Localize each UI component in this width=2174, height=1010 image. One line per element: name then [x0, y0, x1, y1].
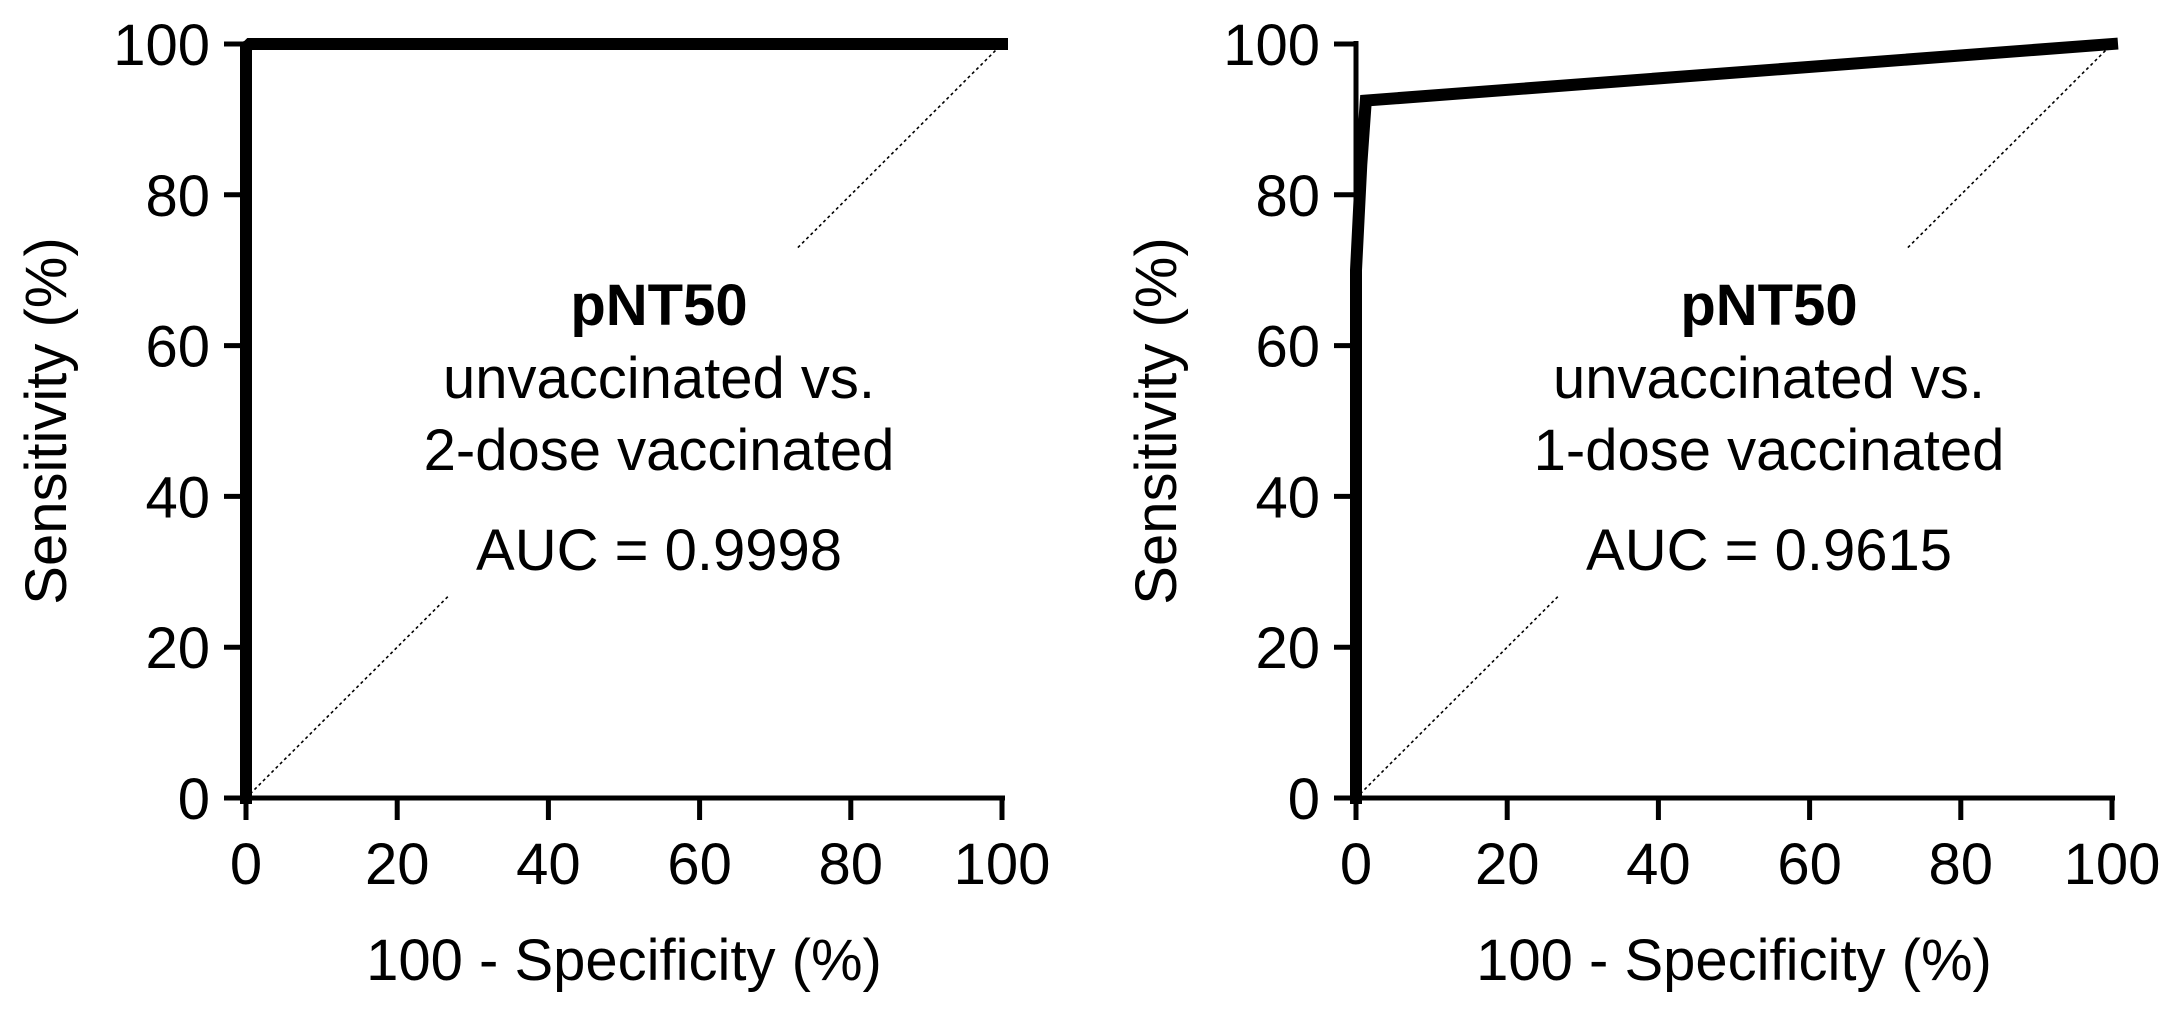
reference-diagonal-line	[245, 596, 449, 799]
x-tick-label: 100	[2064, 832, 2161, 897]
y-tick-label: 40	[145, 465, 210, 530]
y-tick-label: 80	[1255, 164, 1320, 229]
reference-diagonal-line	[797, 43, 1003, 249]
annotation-group-line-1: unvaccinated vs.	[1553, 346, 1985, 411]
roc-panel-2-dose: 0 20 40 60 80 100 0 20 40 60 80 100 100 - Specificit…	[14, 13, 1050, 993]
y-tick-label: 80	[145, 164, 210, 229]
annotation-group-line-2: 1-dose vaccinated	[1534, 418, 2005, 483]
x-tick-label: 100	[954, 832, 1051, 897]
y-tick-label: 40	[1255, 465, 1320, 530]
x-tick-label: 40	[516, 832, 581, 897]
y-axis-title: Sensitivity (%)	[14, 237, 79, 604]
annotation-auc: AUC = 0.9998	[476, 518, 842, 583]
roc-panel-1-dose: 0 20 40 60 80 100 0 20 40 60 80 100 100 - Specificit…	[1124, 13, 2160, 993]
y-tick-label: 100	[1223, 13, 1320, 78]
reference-diagonal-line	[1907, 43, 2113, 249]
x-tick-label: 80	[819, 832, 884, 897]
y-tick-label: 0	[178, 767, 210, 832]
annotation-group-line-1: unvaccinated vs.	[443, 346, 875, 411]
x-tick-label: 40	[1626, 832, 1691, 897]
y-tick-label: 60	[145, 315, 210, 380]
annotation-title: pNT50	[1680, 273, 1857, 338]
annotation-group-line-2: 2-dose vaccinated	[424, 418, 895, 483]
reference-diagonal-line	[1355, 596, 1559, 799]
x-axis-title: 100 - Specificity (%)	[1476, 928, 1992, 993]
x-tick-label: 20	[1475, 832, 1540, 897]
roc-curve-line	[1350, 37, 2119, 804]
y-axis-title: Sensitivity (%)	[1124, 237, 1189, 604]
x-tick-label: 20	[365, 832, 430, 897]
x-tick-label: 60	[1777, 832, 1842, 897]
x-tick-label: 60	[667, 832, 732, 897]
y-tick-label: 60	[1255, 315, 1320, 380]
x-axis-title: 100 - Specificity (%)	[366, 928, 882, 993]
roc-curve-line	[240, 38, 1008, 804]
x-tick-label: 0	[230, 832, 262, 897]
y-tick-label: 20	[145, 616, 210, 681]
y-tick-label: 100	[113, 13, 210, 78]
y-tick-label: 0	[1288, 767, 1320, 832]
y-tick-label: 20	[1255, 616, 1320, 681]
x-tick-label: 0	[1340, 832, 1372, 897]
annotation-auc: AUC = 0.9615	[1586, 518, 1952, 583]
x-tick-label: 80	[1929, 832, 1994, 897]
annotation-title: pNT50	[570, 273, 747, 338]
